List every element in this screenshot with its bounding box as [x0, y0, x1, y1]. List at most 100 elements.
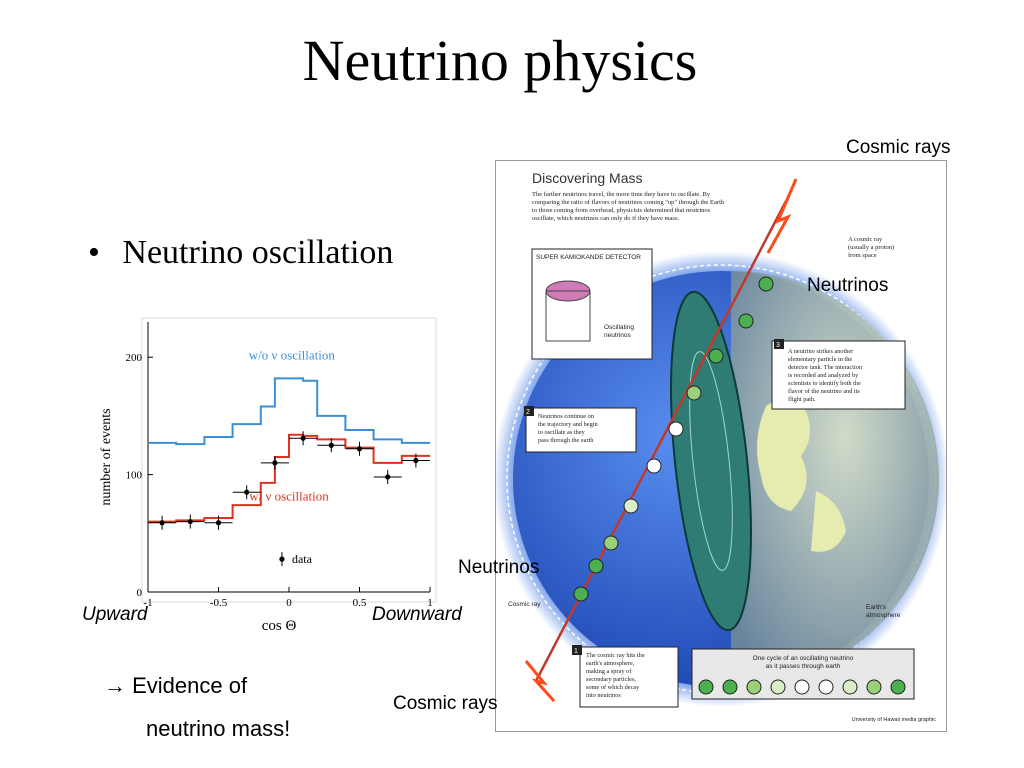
- series-line-0: [148, 377, 430, 446]
- step2-line: Neutrinos continue on: [538, 413, 595, 420]
- discovering-mass-poster: Discovering Mass The farther neutrinos t…: [493, 160, 949, 732]
- step3-line: flight path.: [788, 396, 816, 403]
- step1-line: earth's atmosphere,: [586, 660, 635, 667]
- step1-box: [579, 646, 679, 708]
- cycle-marker: [698, 679, 714, 695]
- data-point: [187, 518, 193, 525]
- step1-badge: [572, 645, 582, 655]
- detector-tank: [545, 290, 591, 342]
- cycle-marker: [890, 679, 906, 695]
- neutrino-marker: [738, 313, 754, 329]
- neutrino-markers: [573, 276, 774, 602]
- data-point: [215, 520, 222, 526]
- poster-intro-line: oscillate, which neutrinos can only do i…: [532, 215, 679, 222]
- bullet-item: • Neutrino oscillation: [88, 234, 393, 272]
- oscillation-chart: -1 -0.5 0 0.5 1 0 100 200 cos Θ number of events w…: [90, 312, 440, 642]
- step1-line: The cosmic ray hits the: [586, 652, 645, 659]
- step2-badge: [524, 406, 534, 416]
- x-axis-title: cos Θ: [262, 618, 297, 634]
- poster-intro: The farther neutrinos travel, the more t…: [532, 191, 725, 222]
- evidence-text: → Evidence of neutrino mass!: [104, 672, 290, 743]
- step1-line: into neutrinos: [586, 692, 621, 699]
- cycle-caption: as it passes through earth: [766, 663, 841, 670]
- neutrino-path: [534, 200, 788, 682]
- cycle-caption: One cycle of an oscillating neutrino: [753, 655, 854, 662]
- chart-frame: [141, 317, 437, 603]
- step1-line: secondary particles,: [586, 676, 636, 683]
- series-label: w/ ν oscillation: [249, 488, 329, 503]
- y-tick-label: 0: [137, 587, 143, 599]
- data-point: [244, 489, 250, 495]
- detector-box: [531, 248, 653, 360]
- neutrino-marker: [708, 348, 724, 364]
- y-tick-label: 200: [126, 352, 143, 364]
- label-neutrinos-top: Neutrinos: [807, 275, 889, 296]
- label-neutrinos-bottom: Neutrinos: [458, 557, 540, 578]
- step2-line: the trajectory and begin: [538, 421, 598, 428]
- step3-line: A neutrino strikes another: [788, 348, 854, 355]
- continent-shape: [757, 399, 810, 511]
- step3-line: is recorded and analyzed by: [788, 372, 859, 379]
- cycle-marker: [866, 679, 882, 695]
- poster-intro-line: to those coming from overhead, physicist…: [532, 207, 711, 214]
- neutrino-marker: [588, 558, 604, 574]
- neutrino-marker: [646, 458, 662, 474]
- chart-marks: -1 -0.5 0 0.5 1 0 100 200 cos Θ number of events w…: [99, 322, 433, 634]
- evidence-arrow: →: [104, 673, 126, 698]
- step1-line: making a spray of: [586, 668, 632, 675]
- data-point: [356, 446, 363, 452]
- evidence-line2: neutrino mass!: [146, 715, 291, 741]
- y-tick-label: 100: [126, 470, 143, 482]
- oscillating-label: neutrinos: [604, 332, 631, 339]
- slide-title: Neutrino physics: [302, 28, 698, 93]
- cosmic-ray-note-line: (usually a proton): [848, 244, 894, 251]
- detector-title: SUPER KAMIOKANDE DETECTOR: [536, 254, 641, 261]
- data-point: [300, 435, 306, 441]
- label-upward: Upward: [82, 604, 148, 625]
- cycle-marker: [842, 679, 858, 695]
- cosmic-ray-note: A cosmic ray (usually a proton) from spa…: [848, 236, 894, 259]
- x-tick-label: 0: [286, 597, 292, 609]
- step2-box: [525, 407, 637, 453]
- step3-line: elementary particle in the: [788, 356, 852, 363]
- poster-intro-line: comparing the ratio of flavors of neutri…: [532, 199, 725, 206]
- cycle-marker: [722, 679, 738, 695]
- label-cosmic-rays-bottom: Cosmic rays: [393, 693, 498, 714]
- step1-text: The cosmic ray hits the earth's atmosphe…: [586, 652, 645, 699]
- cosmic-ray-note-line: A cosmic ray: [848, 236, 883, 243]
- step3-box: [771, 340, 906, 410]
- atmosphere-label: Earth's: [866, 604, 887, 611]
- oscillating-label: Oscillating: [604, 324, 634, 331]
- cycle-marker: [794, 679, 810, 695]
- step3-text: A neutrino strikes another elementary pa…: [788, 348, 863, 403]
- series-line-1: [148, 433, 430, 523]
- step3-badge: [774, 339, 784, 349]
- data-point: [272, 460, 278, 466]
- step2-line: to oscillate as they: [538, 429, 586, 436]
- label-downward: Downward: [372, 604, 462, 625]
- cycle-markers: [698, 679, 906, 695]
- y-axis-title: number of events: [99, 408, 114, 505]
- chart-svg: -1 -0.5 0 0.5 1 0 100 200 cos Θ number of events w…: [99, 317, 437, 634]
- earth-core-ring: [689, 351, 733, 571]
- poster-credit: University of Hawaii media graphic: [852, 717, 937, 723]
- label-cosmic-rays-top: Cosmic rays: [846, 137, 951, 158]
- neutrino-marker: [623, 498, 639, 514]
- bullet-text: Neutrino oscillation: [122, 234, 394, 271]
- cosmic-ray-arrow-top: [766, 178, 798, 254]
- x-tick-label: -0.5: [210, 597, 228, 609]
- neutrino-marker: [573, 586, 589, 602]
- data-point: [328, 442, 334, 448]
- neutrino-marker: [686, 385, 702, 401]
- data-point: [385, 474, 391, 480]
- neutrino-marker: [668, 421, 684, 437]
- poster-intro-line: The farther neutrinos travel, the more t…: [532, 191, 711, 198]
- bullet-marker: •: [88, 234, 100, 271]
- neutrino-marker: [603, 535, 619, 551]
- cosmic-ray-arrow-bottom: [524, 660, 556, 703]
- step3-line: detector tank. The interaction: [788, 364, 863, 371]
- step3-number: 3: [776, 342, 780, 349]
- cycle-marker: [746, 679, 762, 695]
- evidence-line1: Evidence of: [132, 673, 248, 698]
- x-tick-label: 1: [427, 597, 433, 609]
